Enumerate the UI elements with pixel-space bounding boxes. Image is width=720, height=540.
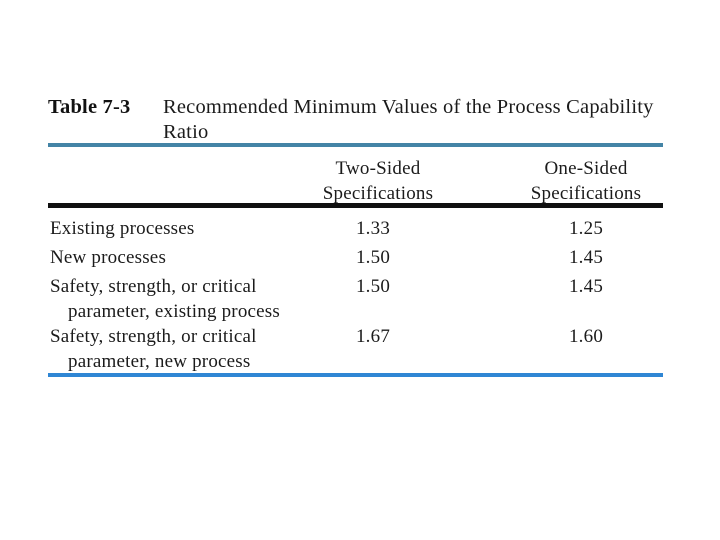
table-caption-title: Recommended Minimum Values of the Proces…: [163, 96, 654, 143]
table-top-rule: [48, 143, 663, 147]
table-header-rule: [48, 203, 663, 208]
table-row: Safety, strength, or critical parameter,…: [48, 324, 663, 374]
row-label: Safety, strength, or critical: [50, 326, 257, 347]
column-header-one-sided: One-Sided Specifications: [481, 156, 691, 206]
table-row: Existing processes 1.33 1.25: [48, 216, 663, 241]
table-row: Safety, strength, or critical parameter,…: [48, 274, 663, 324]
cell-two-sided: 1.67: [355, 326, 391, 347]
column-header-line: Specifications: [322, 183, 434, 204]
column-header-two-sided: Two-Sided Specifications: [273, 156, 483, 206]
table-caption: Table 7-3 Recommended Minimum Values of …: [48, 95, 663, 145]
table-body: Existing processes 1.33 1.25 New process…: [48, 216, 663, 374]
cell-one-sided: 1.60: [568, 326, 604, 347]
cell-two-sided: 1.50: [355, 276, 391, 297]
row-label: Safety, strength, or critical: [50, 276, 257, 297]
column-header-line: Specifications: [530, 183, 642, 204]
row-label-continued: parameter, new process: [68, 351, 251, 372]
column-header-line: One-Sided: [544, 158, 628, 179]
cell-two-sided: 1.50: [355, 247, 391, 268]
row-label: New processes: [50, 247, 167, 268]
table-caption-label: Table 7-3: [48, 96, 131, 118]
cell-one-sided: 1.45: [568, 247, 604, 268]
table-bottom-rule: [48, 373, 663, 377]
column-header-line: Two-Sided: [335, 158, 421, 179]
cell-one-sided: 1.45: [568, 276, 604, 297]
table-row: New processes 1.50 1.45: [48, 245, 663, 270]
cell-one-sided: 1.25: [568, 218, 604, 239]
row-label: Existing processes: [50, 218, 195, 239]
cell-two-sided: 1.33: [355, 218, 391, 239]
row-label-continued: parameter, existing process: [68, 301, 280, 322]
